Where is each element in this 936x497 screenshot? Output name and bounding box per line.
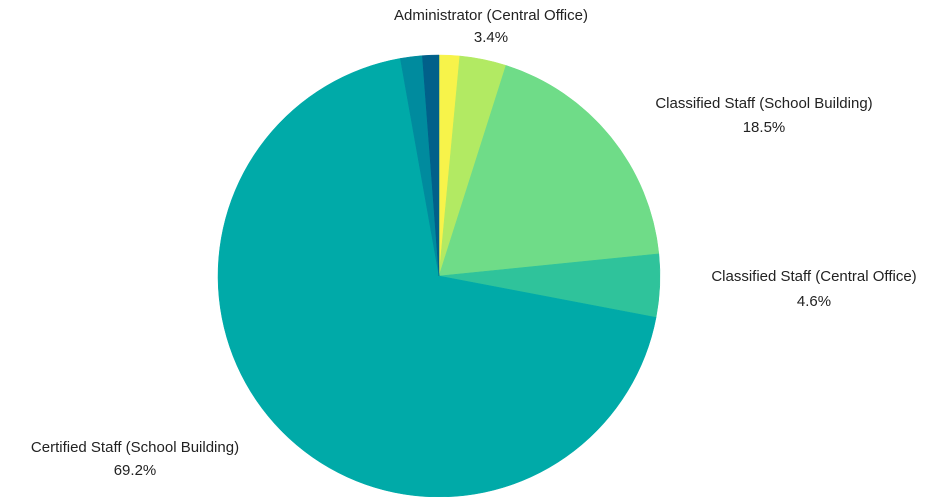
- slice-label-3: Classified Staff (Central Office): [711, 268, 916, 285]
- slice-value-2: 18.5%: [743, 119, 786, 136]
- slice-value-1: 3.4%: [474, 29, 508, 46]
- slice-label-2: Classified Staff (School Building): [655, 95, 872, 112]
- slice-label-4: Certified Staff (School Building): [31, 439, 239, 456]
- pie-slice-6: [422, 54, 440, 277]
- slice-value-3: 4.6%: [797, 293, 831, 310]
- pie-slices: [217, 54, 661, 497]
- slice-value-4: 69.2%: [114, 462, 157, 479]
- slice-label-1: Administrator (Central Office): [394, 7, 588, 24]
- pie-labels: Administrator (Central Office) 3.4% Classi…: [31, 7, 917, 479]
- pie-slice-2: [438, 65, 660, 277]
- pie-slice-4: [217, 58, 657, 497]
